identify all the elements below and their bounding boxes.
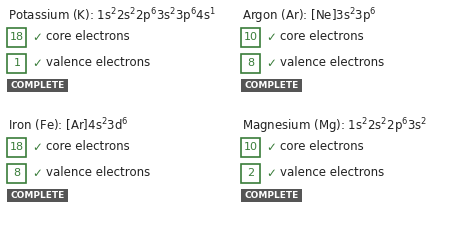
Text: Argon (Ar): [Ne]3s$^{2}$3p$^{6}$: Argon (Ar): [Ne]3s$^{2}$3p$^{6}$ xyxy=(242,6,377,26)
FancyBboxPatch shape xyxy=(8,54,27,72)
Text: core electrons: core electrons xyxy=(46,31,130,43)
FancyBboxPatch shape xyxy=(8,79,69,92)
Text: core electrons: core electrons xyxy=(46,140,130,153)
Text: core electrons: core electrons xyxy=(280,140,364,153)
Text: COMPLETE: COMPLETE xyxy=(11,191,65,200)
Text: Potassium (K): 1s$^{2}$2s$^{2}$2p$^{6}$3s$^{2}$3p$^{6}$4s$^{1}$: Potassium (K): 1s$^{2}$2s$^{2}$2p$^{6}$3… xyxy=(8,6,216,26)
Text: valence electrons: valence electrons xyxy=(280,166,384,180)
FancyBboxPatch shape xyxy=(8,189,69,202)
Text: valence electrons: valence electrons xyxy=(46,56,150,70)
Text: Iron (Fe): [Ar]4s$^{2}$3d$^{6}$: Iron (Fe): [Ar]4s$^{2}$3d$^{6}$ xyxy=(8,116,128,134)
FancyBboxPatch shape xyxy=(241,27,261,47)
Text: 10: 10 xyxy=(244,142,258,152)
Text: valence electrons: valence electrons xyxy=(46,166,150,180)
Text: ✓: ✓ xyxy=(266,142,276,155)
FancyBboxPatch shape xyxy=(241,54,261,72)
Text: ✓: ✓ xyxy=(32,167,42,180)
Text: 1: 1 xyxy=(13,58,20,68)
Text: COMPLETE: COMPLETE xyxy=(245,81,299,90)
Text: ✓: ✓ xyxy=(266,32,276,45)
Text: 18: 18 xyxy=(10,32,24,42)
Text: Magnesium (Mg): 1s$^{2}$2s$^{2}$2p$^{6}$3s$^{2}$: Magnesium (Mg): 1s$^{2}$2s$^{2}$2p$^{6}$… xyxy=(242,116,428,136)
Text: COMPLETE: COMPLETE xyxy=(245,191,299,200)
Text: ✓: ✓ xyxy=(32,58,42,70)
FancyBboxPatch shape xyxy=(8,164,27,182)
Text: 10: 10 xyxy=(244,32,258,42)
Text: 18: 18 xyxy=(10,142,24,152)
Text: core electrons: core electrons xyxy=(280,31,364,43)
Text: ✓: ✓ xyxy=(266,167,276,180)
FancyBboxPatch shape xyxy=(241,79,302,92)
Text: ✓: ✓ xyxy=(266,58,276,70)
FancyBboxPatch shape xyxy=(8,137,27,157)
FancyBboxPatch shape xyxy=(8,27,27,47)
Text: 8: 8 xyxy=(13,168,20,178)
Text: COMPLETE: COMPLETE xyxy=(11,81,65,90)
FancyBboxPatch shape xyxy=(241,137,261,157)
FancyBboxPatch shape xyxy=(241,164,261,182)
Text: valence electrons: valence electrons xyxy=(280,56,384,70)
Text: ✓: ✓ xyxy=(32,142,42,155)
Text: ✓: ✓ xyxy=(32,32,42,45)
Text: 2: 2 xyxy=(247,168,255,178)
FancyBboxPatch shape xyxy=(241,189,302,202)
Text: 8: 8 xyxy=(247,58,255,68)
